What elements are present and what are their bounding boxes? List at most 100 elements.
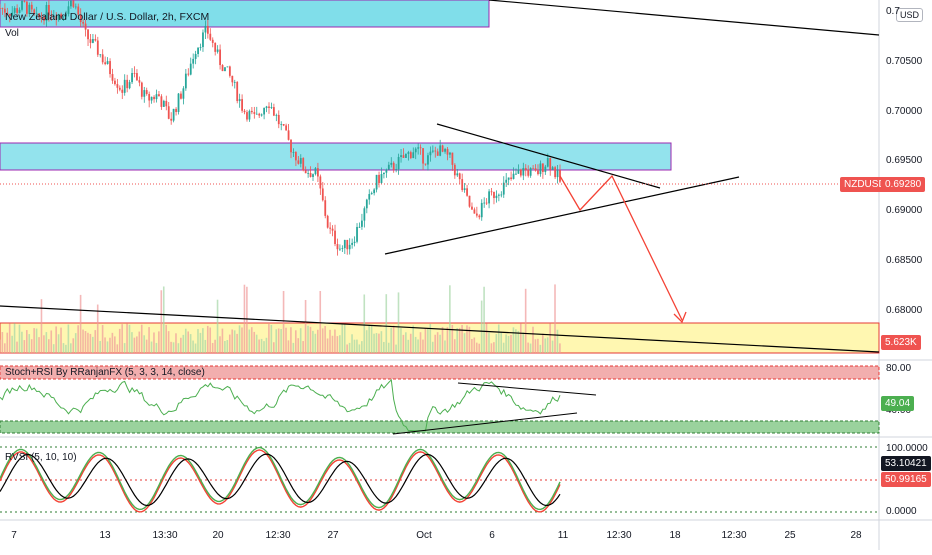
candle-body	[101, 54, 104, 63]
volume-bar	[224, 340, 226, 353]
candle-body	[446, 148, 449, 155]
volume-bar	[148, 327, 150, 353]
candle-body	[268, 106, 270, 108]
volume-bar	[519, 323, 522, 353]
candle-body	[35, 13, 38, 15]
volume-bar	[236, 333, 238, 353]
candle-body	[370, 193, 373, 195]
x-tick: 20	[212, 530, 224, 541]
volume-bar	[143, 335, 145, 353]
candle-body	[539, 163, 542, 175]
volume-bar	[497, 324, 500, 353]
candle-body	[165, 100, 168, 107]
volume-bar	[94, 330, 97, 353]
currency-button[interactable]: USD	[896, 8, 924, 22]
price-tick: 0.7	[886, 6, 900, 17]
candle-body	[294, 152, 297, 161]
volume-bar	[167, 331, 170, 353]
candle-body	[33, 9, 36, 14]
candle-body	[126, 79, 129, 89]
volume-bar	[67, 324, 70, 353]
candle-body	[0, 8, 1, 9]
candle-body	[150, 96, 153, 101]
candle-body	[502, 182, 505, 195]
volume-bar	[33, 328, 35, 353]
volume-bar	[493, 342, 495, 353]
candle-body	[331, 228, 334, 231]
candle-body	[485, 202, 488, 204]
volume-bar	[419, 332, 422, 353]
x-tick: 18	[669, 530, 681, 541]
candle-body	[92, 39, 94, 43]
candle-body	[192, 58, 195, 64]
rvsi-green-line	[0, 446, 561, 511]
volume-bar	[368, 324, 370, 353]
x-tick: 12:30	[265, 530, 291, 541]
volume-bar	[280, 329, 282, 353]
volume-bar	[458, 327, 461, 353]
volume-bars	[0, 284, 561, 353]
volume-bar	[87, 332, 89, 353]
volume-bar	[268, 324, 270, 353]
volume-bar	[150, 341, 153, 353]
candle-body	[160, 96, 163, 107]
volume-bar	[451, 324, 454, 353]
volume-bar	[282, 290, 285, 353]
volume-bar	[453, 339, 456, 353]
triangle-support-line	[384, 176, 740, 255]
candle-body	[67, 6, 70, 15]
candle-body	[60, 14, 63, 17]
candle-body	[387, 164, 390, 170]
stoch-overbought-band	[0, 365, 880, 380]
volume-bar	[356, 339, 358, 353]
volume-bar	[55, 326, 57, 353]
candle-body	[527, 169, 530, 176]
candle-body	[468, 195, 471, 207]
candle-body	[116, 84, 119, 88]
candle-body	[412, 152, 415, 159]
volume-bar	[375, 333, 378, 353]
volume-bar	[23, 340, 26, 353]
volume-bar	[192, 340, 194, 353]
volume-bar	[28, 334, 31, 353]
volume-bar	[515, 329, 517, 353]
candle-body	[505, 179, 508, 183]
candle-body	[89, 39, 92, 43]
volume-bar	[3, 343, 6, 353]
volume-bar	[211, 342, 214, 353]
candle-body	[312, 174, 314, 177]
candle-body	[204, 25, 207, 33]
candle-body	[431, 150, 434, 152]
candle-body	[368, 194, 371, 200]
volume-bar	[314, 333, 317, 353]
volume-bar	[334, 329, 336, 353]
volume-bar	[485, 323, 488, 353]
candle-body	[282, 124, 285, 126]
volume-bar	[6, 332, 9, 353]
candle-body	[99, 54, 102, 56]
candle-body	[1, 8, 4, 9]
volume-bar	[473, 337, 476, 353]
volume-bar	[285, 327, 287, 353]
candle-body	[138, 80, 141, 83]
volume-bar	[431, 341, 434, 353]
price-tick: 0.68000	[886, 305, 923, 316]
stoch-panel-label: Stoch+RSI By RRanjanFX (5, 3, 3, 14, clo…	[5, 367, 205, 378]
volume-bar	[546, 337, 549, 353]
candle-body	[449, 152, 451, 155]
volume-bar	[231, 329, 234, 353]
candle-body	[241, 99, 243, 111]
candle-body	[209, 33, 212, 40]
volume-bar	[206, 325, 209, 353]
candle-body	[258, 113, 261, 116]
candle-body	[197, 47, 199, 55]
volume-bar	[554, 284, 556, 353]
volume-bar	[202, 328, 204, 353]
candle-body	[414, 148, 417, 153]
candle-body	[30, 4, 33, 10]
stoch-rsi-line	[0, 378, 561, 432]
volume-bar	[1, 332, 4, 353]
volume-bar	[507, 335, 510, 353]
